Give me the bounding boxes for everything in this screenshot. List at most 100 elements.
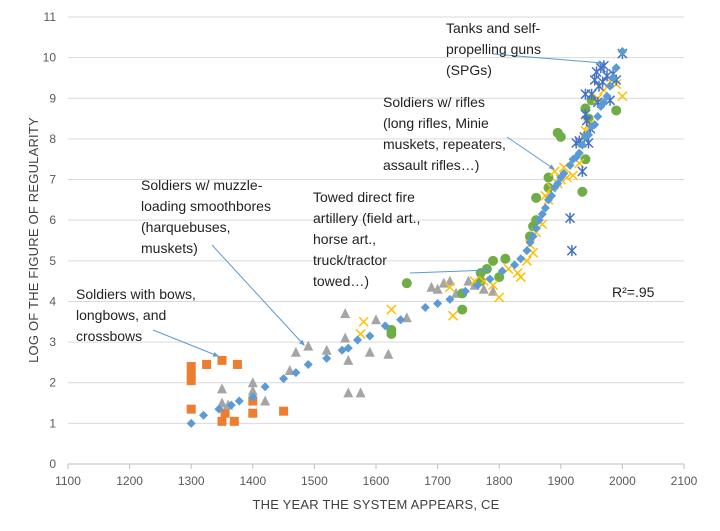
annotation-text-line: Towed direct fire: [313, 189, 415, 205]
annotations: Tanks and self-propelling guns (SPGs) Sold…: [76, 20, 605, 357]
diamond-series-point: [199, 410, 209, 420]
square-series-point: [217, 355, 227, 365]
x-tick-label: 1700: [424, 474, 451, 488]
diamond-series-point: [540, 203, 550, 213]
data-series: [186, 47, 628, 428]
diamond-series-point: [234, 396, 244, 406]
diamond-series-point: [531, 223, 541, 233]
annotation-text-line: Soldiers w/ muzzle-: [141, 177, 263, 193]
triangle-series-point: [247, 377, 258, 388]
annotation-text-line: Soldiers w/ rifles: [383, 94, 485, 110]
y-tick-label: 9: [49, 91, 56, 105]
x-series-point: [447, 310, 459, 321]
x-axis: 1100 1200 1300 1400 1500 1600 1700 1800 1900 2000…: [55, 463, 698, 488]
triangle-series-point: [290, 346, 301, 357]
diamond-series-point: [485, 274, 495, 284]
circle-series-point: [488, 255, 499, 266]
triangle-series-point: [364, 346, 375, 357]
triangle-series-point: [355, 387, 366, 398]
circle-series-point: [580, 154, 591, 165]
asterisk-series-point: [580, 109, 591, 121]
square-series-point: [186, 376, 196, 386]
diamond-series-point: [605, 81, 615, 91]
annotation-text-line: crossbows: [76, 328, 142, 344]
x-tick-label: 1300: [178, 474, 205, 488]
annotation-text-line: horse art.,: [313, 231, 376, 247]
x-series-point: [444, 282, 455, 293]
square-series-point: [217, 416, 227, 426]
x-tick-label: 1100: [55, 474, 81, 488]
annotation-text-line: truck/tractor: [313, 252, 387, 268]
x-axis-title: THE YEAR THE SYSTEM APPEARS, CE: [252, 497, 499, 512]
circle-series-point: [386, 328, 397, 339]
x-series-point: [617, 91, 628, 102]
annotation-text-line: longbows, and: [76, 307, 166, 323]
y-tick-label: 7: [49, 173, 56, 187]
series-4: [565, 48, 628, 257]
diamond-series-point: [547, 191, 557, 201]
diamond-series-point: [248, 392, 258, 402]
gridlines: [68, 16, 684, 424]
circle-series-point: [481, 263, 492, 274]
diamond-series-point: [574, 148, 584, 158]
x-series-point: [568, 170, 579, 181]
diamond-series-point: [559, 168, 569, 178]
diamond-series-point: [593, 112, 603, 122]
y-tick-label: 6: [49, 213, 56, 227]
circle-series-point: [611, 105, 622, 116]
diamond-series-point: [365, 331, 375, 341]
diamond-series-point: [380, 321, 390, 331]
asterisk-series-point: [597, 76, 608, 88]
annotation-arrow: [152, 329, 220, 357]
diamond-series-point: [226, 400, 236, 410]
y-tick-label: 10: [43, 51, 57, 65]
asterisk-series-point: [589, 74, 600, 86]
series-5: [186, 47, 627, 428]
annotation-text-line: (harquebuses,: [141, 219, 231, 235]
circle-series-point: [580, 103, 591, 114]
x-tick-label: 1200: [116, 474, 143, 488]
annotation-1: Soldiers w/ rifles (long rifles, Minie mus…: [383, 94, 555, 173]
y-tick-label: 4: [49, 294, 56, 308]
diamond-series-point: [599, 97, 609, 107]
diamond-series-point: [260, 382, 270, 392]
circle-series-point: [500, 253, 511, 264]
annotation-arrow: [211, 244, 305, 346]
diamond-series-point: [522, 246, 532, 256]
x-tick-label: 1900: [547, 474, 574, 488]
annotation-text-line: assault rifles…): [383, 157, 479, 173]
x-tick-label: 2000: [609, 474, 636, 488]
diamond-series-point: [186, 418, 196, 428]
square-series-point: [229, 416, 239, 426]
triangle-series-point: [247, 385, 258, 396]
x-tick-label: 1500: [301, 474, 328, 488]
square-series-point: [202, 359, 212, 369]
diamond-series-point: [590, 120, 600, 130]
y-tick-label: 1: [49, 416, 56, 430]
annotation-text-line: (SPGs): [446, 62, 492, 78]
triangle-series-point: [383, 348, 394, 359]
circle-series-point: [457, 304, 468, 315]
diamond-series-point: [608, 73, 618, 83]
triangle-series-point: [340, 332, 351, 343]
x-series-point: [549, 166, 560, 177]
x-series-point: [386, 304, 397, 315]
asterisk-series-point: [565, 212, 576, 224]
diamond-series-point: [460, 286, 470, 296]
square-series-point: [186, 404, 196, 414]
triangle-series-point: [340, 308, 351, 319]
diamond-series-point: [553, 179, 563, 189]
diamond-series-point: [602, 91, 612, 101]
r-squared-label: R²=.95: [612, 284, 655, 300]
annotation-arrow: [409, 267, 492, 274]
asterisk-series-point: [586, 88, 597, 100]
asterisk-series-point: [577, 165, 588, 177]
annotation-0: Tanks and self-propelling guns (SPGs): [446, 20, 605, 78]
diamond-series-point: [433, 298, 443, 308]
y-tick-label: 3: [49, 335, 56, 349]
triangle-series-point: [217, 397, 227, 408]
triangle-series-point: [371, 314, 381, 325]
square-series-point: [248, 408, 258, 418]
diamond-series-point: [525, 238, 535, 248]
